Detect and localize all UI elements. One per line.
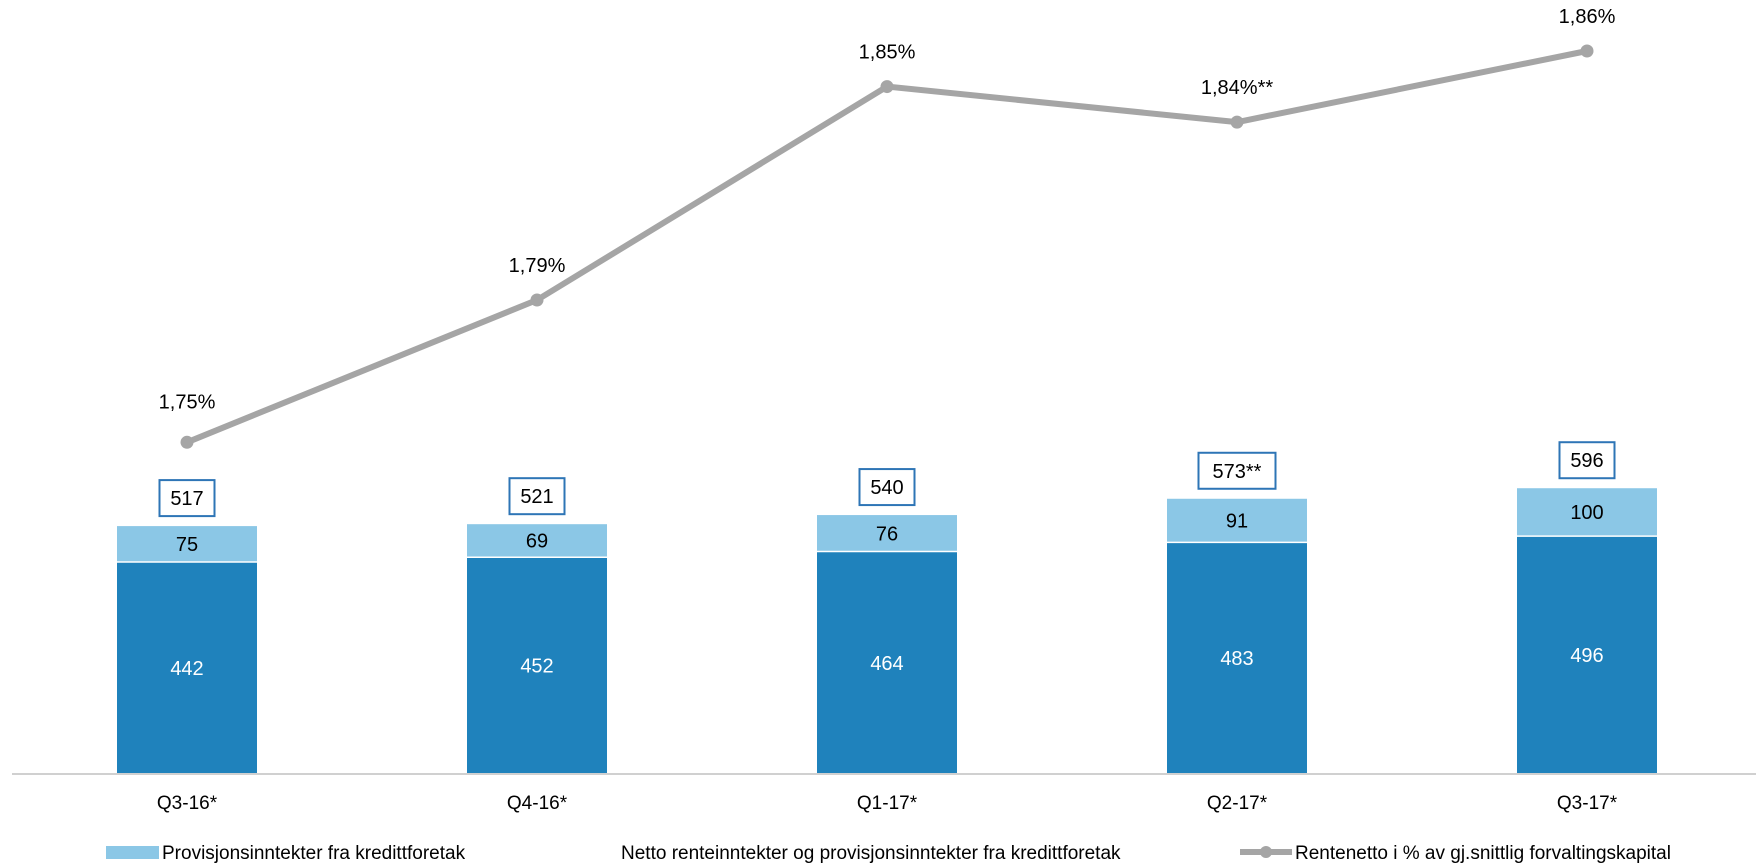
bar-segment-netto (1167, 542, 1307, 774)
data-label-provisjon: 91 (1226, 511, 1248, 533)
bar-segment-provisjon (467, 524, 607, 558)
total-box (1558, 441, 1616, 480)
legend-label-provisjon: Provisjonsinntekter fra kredittforetak (162, 843, 466, 863)
x-tick-label: Q2-17* (1207, 793, 1268, 814)
bar-segment-provisjon (1517, 488, 1657, 537)
line-point-label: 1,84%** (1201, 77, 1273, 99)
line-point (880, 80, 894, 94)
line-point (530, 293, 544, 307)
legend-label-rentenetto: Rentenetto i % av gj.snittlig forvalting… (1295, 843, 1671, 863)
total-label: 596 (1570, 450, 1603, 472)
total-label: 521 (520, 486, 553, 508)
line-point-label: 1,86% (1559, 6, 1616, 28)
data-label-provisjon: 100 (1570, 502, 1603, 524)
data-label-netto: 452 (520, 656, 553, 678)
data-label-provisjon: 75 (176, 534, 198, 556)
line-series-rentenetto (184, 48, 1590, 446)
x-tick-label: Q3-16* (157, 793, 218, 814)
line-point-label: 1,85% (859, 42, 916, 64)
data-label-netto: 496 (1570, 645, 1603, 667)
total-box (508, 477, 566, 516)
line-point (180, 435, 194, 449)
line-point (1230, 115, 1244, 129)
bar-segment-netto (817, 551, 957, 774)
data-label-netto: 483 (1220, 648, 1253, 670)
bar-segment-netto (467, 557, 607, 774)
total-label: 517 (170, 488, 203, 510)
bar-segment-provisjon (117, 526, 257, 563)
legend-marker-rentenetto (1260, 846, 1272, 858)
total-label: 540 (870, 477, 903, 499)
x-tick-label: Q1-17* (857, 793, 918, 814)
x-tick-label: Q4-16* (507, 793, 568, 814)
legend-label-netto: Netto renteinntekter og provisjonsinntek… (621, 843, 1121, 863)
line-point-label: 1,75% (159, 391, 216, 413)
legend: Provisjonsinntekter fra kredittforetak Ne… (106, 843, 1671, 863)
data-label-provisjon: 69 (526, 531, 548, 553)
total-box (158, 479, 216, 518)
legend-swatch-provisjon (106, 846, 159, 859)
bars-layer: 442 75 517 452 69 521 464 76 540 483 91 573** 496 100… (117, 441, 1657, 774)
data-label-provisjon: 76 (876, 523, 898, 545)
bar-segment-provisjon (1167, 498, 1307, 543)
bar-segment-netto (1517, 536, 1657, 774)
bar-segment-netto (117, 562, 257, 774)
total-box (1197, 451, 1277, 490)
line-layer: 1,75% 1,79% 1,85% 1,84%** 1,86% (159, 6, 1616, 449)
x-tick-labels: Q3-16* Q4-16* Q1-17* Q2-17* Q3-17* (157, 793, 1618, 814)
total-box (858, 468, 916, 507)
data-label-netto: 442 (170, 658, 203, 680)
total-label: 573** (1213, 461, 1262, 483)
x-tick-label: Q3-17* (1557, 793, 1618, 814)
data-label-netto: 464 (870, 653, 903, 675)
line-point (1580, 44, 1594, 58)
bar-segment-provisjon (817, 515, 957, 552)
line-point-label: 1,79% (509, 255, 566, 277)
